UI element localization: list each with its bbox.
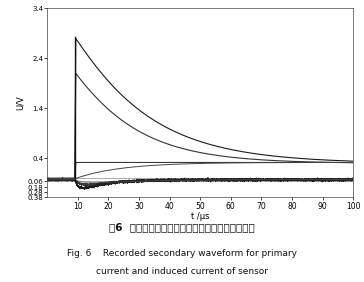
Text: 图6  故障支路漏电流及传感器感应电流的实测波形: 图6 故障支路漏电流及传感器感应电流的实测波形 <box>109 222 255 232</box>
Y-axis label: U/V: U/V <box>16 96 25 110</box>
Text: current and induced current of sensor: current and induced current of sensor <box>96 267 268 276</box>
X-axis label: t /μs: t /μs <box>191 212 209 221</box>
Text: Fig. 6    Recorded secondary waveform for primary: Fig. 6 Recorded secondary waveform for p… <box>67 249 297 258</box>
